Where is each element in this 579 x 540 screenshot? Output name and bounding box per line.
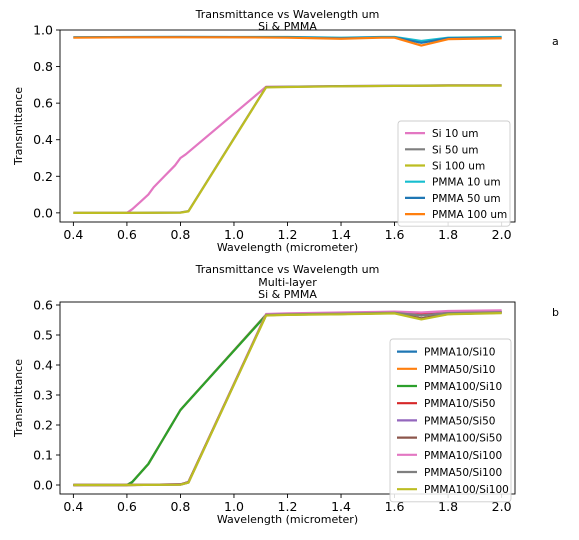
legend-label-pmma100-si100: PMMA100/Si100 — [424, 484, 509, 496]
x-axis-label: Wavelength (micrometer) — [217, 513, 358, 526]
x-tick-label: 1.6 — [385, 499, 405, 514]
y-tick-label: 0.6 — [33, 96, 53, 111]
x-tick-label: 1.6 — [385, 227, 405, 242]
legend-label-pmma10-si100: PMMA10/Si100 — [424, 450, 502, 462]
legend-label-pmma50-si100: PMMA50/Si100 — [424, 467, 502, 479]
x-tick-label: 0.6 — [117, 227, 137, 242]
chart-title: Transmittance vs Wavelength um — [195, 263, 380, 276]
panel-label: a — [552, 35, 559, 48]
legend-label-si-10-um: Si 10 um — [432, 128, 479, 140]
y-axis-label: Transmittance — [12, 87, 25, 166]
x-tick-label: 0.6 — [117, 499, 137, 514]
legend-label-pmma-50-um: PMMA 50 um — [432, 193, 501, 205]
legend-box — [389, 338, 512, 503]
panel-label: b — [552, 306, 559, 319]
x-tick-label: 2.0 — [492, 499, 512, 514]
chart-subtitle: Multi-layer — [258, 276, 317, 289]
legend: PMMA10/Si10 PMMA50/Si10 PMMA100/Si10 PMMA10… — [389, 338, 512, 503]
series-line-pmma-100-um — [73, 36, 502, 47]
y-tick-label: 0.4 — [33, 132, 53, 147]
x-tick-label: 2.0 — [492, 227, 512, 242]
legend-label-pmma-100-um: PMMA 100 um — [432, 209, 507, 221]
x-tick-label: 1.4 — [331, 227, 351, 242]
x-axis-label: Wavelength (micrometer) — [217, 241, 358, 254]
legend-label-si-100-um: Si 100 um — [432, 161, 485, 173]
legend-label-pmma10-si50: PMMA10/Si50 — [424, 398, 495, 410]
x-tick-label: 0.8 — [170, 499, 190, 514]
x-tick-label: 1.2 — [278, 499, 298, 514]
legend: Si 10 um Si 50 um Si 100 um PMMA 10 um PMMA … — [397, 120, 511, 227]
y-tick-label: 0.2 — [33, 169, 53, 184]
y-axis-label: Transmittance — [12, 359, 25, 438]
x-tick-label: 1.4 — [331, 499, 351, 514]
y-tick-label: 0.8 — [33, 59, 53, 74]
x-tick-label: 1.0 — [224, 499, 244, 514]
chart-panel-b: Transmittance vs Wavelength umMulti-laye… — [12, 263, 559, 526]
y-tick-label: 1.0 — [33, 23, 53, 38]
legend-label-pmma50-si50: PMMA50/Si50 — [424, 415, 495, 427]
chart-subtitle-2: Si & PMMA — [258, 288, 317, 301]
chart-subtitle: Si & PMMA — [258, 20, 317, 33]
x-tick-label: 1.2 — [278, 227, 298, 242]
legend-label-pmma-10-um: PMMA 10 um — [432, 177, 501, 189]
chart-title: Transmittance vs Wavelength um — [195, 8, 380, 21]
legend-label-pmma100-si50: PMMA100/Si50 — [424, 433, 502, 445]
legend-label-pmma10-si10: PMMA10/Si10 — [424, 347, 495, 359]
legend-label-pmma50-si10: PMMA50/Si10 — [424, 364, 495, 376]
y-tick-label: 0.5 — [33, 328, 53, 343]
y-tick-label: 0.0 — [33, 478, 53, 493]
x-tick-label: 0.8 — [170, 227, 190, 242]
series-line-si-100-um — [73, 84, 502, 214]
y-tick-label: 0.2 — [33, 418, 53, 433]
x-tick-label: 1.8 — [438, 499, 458, 514]
x-tick-label: 1.8 — [438, 227, 458, 242]
y-tick-label: 0.0 — [33, 205, 53, 220]
x-tick-label: 1.0 — [224, 227, 244, 242]
y-tick-label: 0.4 — [33, 358, 53, 373]
series-line-pmma100-si100 — [73, 312, 502, 487]
series-group — [73, 309, 502, 487]
legend-box — [397, 120, 511, 227]
x-tick-label: 0.4 — [63, 499, 83, 514]
series-group — [73, 35, 502, 214]
y-tick-label: 0.6 — [33, 298, 53, 313]
y-tick-label: 0.3 — [33, 388, 53, 403]
legend-label-pmma100-si10: PMMA100/Si10 — [424, 381, 502, 393]
x-tick-label: 0.4 — [63, 227, 83, 242]
legend-label-si-50-um: Si 50 um — [432, 144, 479, 156]
y-tick-label: 0.1 — [33, 448, 53, 463]
